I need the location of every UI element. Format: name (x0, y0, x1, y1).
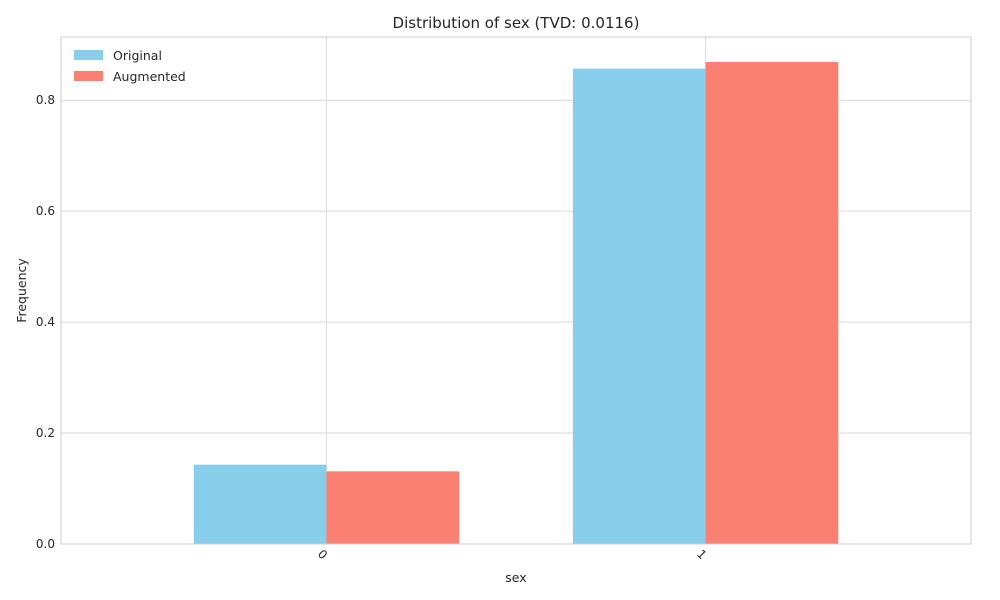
bar-augmented-0 (326, 471, 460, 544)
bar-augmented-1 (705, 61, 839, 545)
y-axis-title: Frequency (14, 258, 29, 323)
bar-original-0 (193, 464, 327, 544)
y-tick-label: 0.0 (36, 537, 55, 551)
y-tick-label: 0.8 (36, 93, 55, 107)
y-axis: 0.0 0.2 0.4 0.6 0.8 (36, 93, 55, 551)
chart-title: Distribution of sex (TVD: 0.0116) (393, 14, 640, 32)
x-tick-label: 0 (315, 547, 330, 562)
x-tick-label: 1 (694, 547, 709, 562)
legend-label-original: Original (113, 48, 162, 63)
y-tick-label: 0.4 (36, 315, 55, 329)
bars (193, 61, 839, 545)
plot-frame (60, 36, 972, 545)
x-axis-title: sex (505, 570, 526, 585)
legend-swatch-original (74, 50, 103, 60)
legend: Original Augmented (74, 48, 186, 84)
legend-swatch-augmented (74, 71, 103, 81)
y-tick-label: 0.2 (36, 426, 55, 440)
bar-original-1 (572, 68, 706, 544)
y-tick-label: 0.6 (36, 204, 55, 218)
legend-label-augmented: Augmented (113, 69, 186, 84)
